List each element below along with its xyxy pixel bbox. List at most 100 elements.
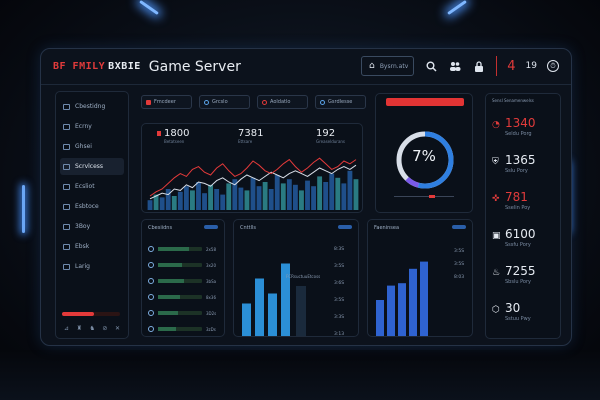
sidebar-item-label: 3Boy: [75, 223, 91, 230]
summary-item[interactable]: ✜ 781 Sselin Poy: [492, 190, 556, 224]
search-icon[interactable]: [424, 59, 438, 73]
chart-bar: [329, 173, 335, 210]
h-icon[interactable]: ♜: [76, 325, 82, 332]
sidebar-footer: ⊿ ♜ ♞ ⊘ ✕: [64, 325, 120, 332]
summary-item[interactable]: ⬡ 30 Sstuu Pwy: [492, 301, 556, 335]
menu-icon: [63, 263, 70, 270]
sidebar-item[interactable]: Ghsei: [60, 138, 124, 155]
bar-chart-2-bar: [409, 268, 417, 336]
bar-chart-2-bar: [420, 261, 428, 336]
tab-bar: Fmcdeer Grcslo Aoldatlo Gsrdlesse: [141, 95, 366, 109]
bar-chart-2-tick: 3:5S: [454, 248, 464, 254]
bar-card-1-button[interactable]: [338, 225, 352, 229]
server-selector[interactable]: ⌂ Bysrn.atv: [360, 56, 415, 76]
gauge-slider[interactable]: [394, 195, 454, 198]
circle-icon: [204, 99, 209, 105]
bar-chart-1-tick: 3:13: [334, 331, 344, 337]
list-item[interactable]: 3x20: [148, 260, 218, 270]
bar-card-2-title: Faeninsea: [374, 225, 400, 231]
app-title: Game Server: [148, 58, 241, 75]
chart-bar: [311, 186, 316, 210]
tab-gsrdlesse[interactable]: Gsrdlesse: [315, 95, 366, 109]
list-item[interactable]: 3D2s: [148, 308, 218, 318]
summary-value: 6100: [505, 227, 536, 241]
player-count: 19: [525, 61, 537, 71]
summary-item[interactable]: ⛨ 1365 Sslu Pory: [492, 153, 556, 187]
chart-bar: [220, 194, 226, 210]
status-icon: [148, 262, 154, 268]
sidebar-item[interactable]: Larig: [60, 258, 124, 275]
chart-bar: [147, 200, 153, 210]
chart-bar: [238, 187, 244, 210]
sidebar-item[interactable]: Ecsliot: [60, 178, 124, 195]
summary-item[interactable]: ♨ 7255 Sbslu Pory: [492, 264, 556, 298]
sidebar-item-label: Scrvlcess: [75, 163, 104, 170]
menu-icon: [63, 103, 70, 110]
sidebar: Cbestidng Ecrny Ghsei Scrvlcess Ecsliot Esbto…: [55, 91, 129, 339]
list-item[interactable]: 3zDs: [148, 324, 218, 334]
list-item[interactable]: 3bSa: [148, 276, 218, 286]
sidebar-item[interactable]: 3Boy: [60, 218, 124, 235]
bar-chart-1: FCRsuctuuEtcoss 8:3S 3:5S 3:6S 3:5S 3:3S 3:13: [242, 246, 344, 337]
summary-label: Sslu Pory: [505, 168, 528, 174]
app-logo: BF FMILY BXBIE: [53, 61, 141, 72]
summary-item[interactable]: ◔ 1340 Seldu Porg: [492, 116, 556, 150]
chart-bar: [317, 176, 323, 210]
users-icon[interactable]: [448, 59, 462, 73]
hex-icon: ⬡: [492, 305, 500, 315]
tab-aoldatlo[interactable]: Aoldatlo: [257, 95, 308, 109]
list-card-button[interactable]: [204, 225, 218, 229]
summary-item[interactable]: ▣ 6100 Sssfu Pory: [492, 227, 556, 261]
e-icon[interactable]: ⊘: [102, 325, 108, 332]
chart-line-white: [149, 164, 357, 200]
bar-card-2-button[interactable]: [452, 225, 466, 229]
chart-bar: [256, 186, 262, 210]
list-item-value: 2x58: [206, 246, 217, 252]
bar-chart-1-bar: [242, 303, 251, 336]
status-icon: [148, 246, 154, 252]
sidebar-item[interactable]: Ebsk: [60, 238, 124, 255]
list-item-bar: [158, 263, 202, 267]
menu-icon: [63, 223, 70, 230]
tab-fmcdeer[interactable]: Fmcdeer: [141, 95, 192, 109]
list-item-bar: [158, 295, 202, 299]
menu-icon: [63, 143, 70, 150]
chart-bar: [208, 184, 214, 210]
chart-bar: [214, 189, 220, 210]
list-item-value: 3zDs: [206, 326, 216, 332]
chart-bar: [335, 177, 341, 210]
sidebar-item[interactable]: Cbestidng: [60, 98, 124, 115]
alert-count[interactable]: 4: [507, 58, 516, 74]
u-icon[interactable]: ♞: [89, 325, 95, 332]
list-item-value: 3D2s: [206, 310, 217, 316]
chart-bar: [299, 190, 304, 210]
list-item-value: 3bSa: [206, 278, 217, 284]
ring-icon: [262, 99, 267, 105]
menu-icon: [63, 203, 70, 210]
chart-bar: [153, 194, 159, 210]
list-item-bar: [158, 247, 202, 251]
chart-bar: [226, 183, 232, 210]
bar-chart-1-tick: 3:6S: [334, 280, 344, 286]
chart-bar: [274, 175, 280, 210]
summary-value: 30: [505, 301, 521, 315]
a-icon[interactable]: ⊿: [64, 325, 70, 332]
chart-bar: [183, 186, 189, 210]
clock-icon[interactable]: ⏱: [547, 60, 559, 72]
bar-chart-2-tick: 3:5S: [454, 261, 464, 267]
side-light: [22, 185, 25, 233]
lock-icon[interactable]: [472, 59, 486, 73]
list-item[interactable]: 2x58: [148, 244, 218, 254]
summary-label: Sssfu Pory: [505, 242, 531, 248]
ceiling-light: [139, 0, 159, 16]
square-icon: [146, 99, 151, 105]
i-icon[interactable]: ✕: [114, 325, 120, 332]
tab-grcslo[interactable]: Grcslo: [199, 95, 250, 109]
list-item[interactable]: 8x36: [148, 292, 218, 302]
sidebar-item[interactable]: Ecrny: [60, 118, 124, 135]
shield-icon: ⛨: [492, 157, 499, 167]
sidebar-item[interactable]: Scrvlcess: [60, 158, 124, 175]
chart-bar: [292, 184, 298, 210]
sidebar-item[interactable]: Esbtoce: [60, 198, 124, 215]
bar-chart-1-ghost-bar: [296, 286, 306, 336]
